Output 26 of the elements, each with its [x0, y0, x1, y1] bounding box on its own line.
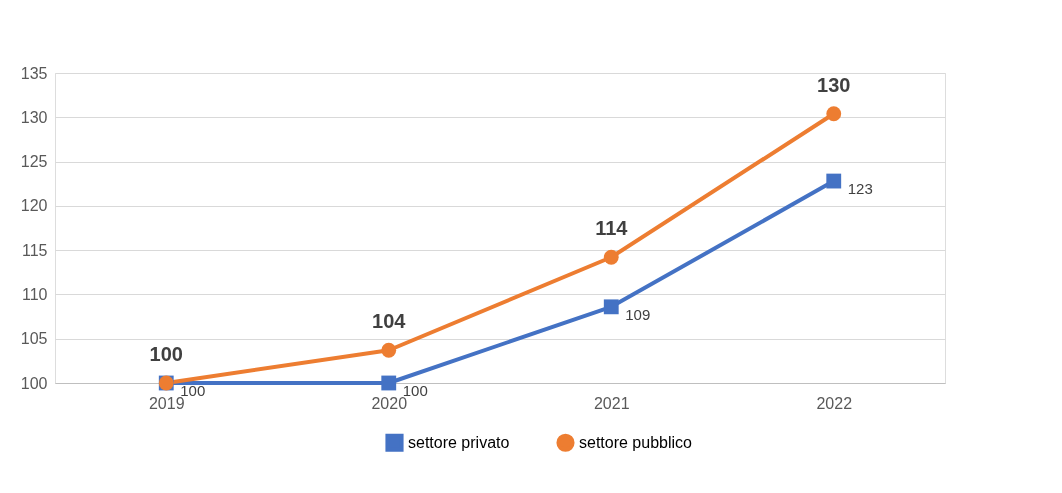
y-tick-label: 100 [20, 374, 48, 392]
point [826, 173, 842, 189]
y-tick-label: 130 [20, 108, 48, 126]
data-label: 100 [402, 382, 428, 399]
data-label: 100 [149, 343, 183, 365]
y-tick-label: 110 [21, 285, 48, 303]
point [603, 299, 619, 315]
legend-label: settore privato [408, 433, 510, 451]
data-label: 130 [817, 73, 851, 96]
data-label: 109 [625, 305, 651, 323]
y-tick-label: 105 [20, 330, 48, 348]
point [603, 249, 619, 265]
point [381, 342, 397, 358]
data-label: 104 [372, 310, 407, 333]
x-tick-label: 2021 [593, 394, 630, 412]
y-tick-label: 120 [20, 197, 48, 215]
y-tick-label: 115 [21, 241, 48, 259]
y-tick-label: 125 [20, 153, 48, 171]
data-label: 123 [847, 180, 873, 198]
y-tick-label: 135 [20, 64, 48, 82]
legend-label: settore pubblico [579, 433, 693, 451]
data-label: 100 [180, 382, 206, 399]
x-tick-label: 2022 [816, 394, 853, 412]
point [381, 375, 397, 391]
point [826, 106, 842, 122]
data-label: 114 [595, 217, 629, 240]
